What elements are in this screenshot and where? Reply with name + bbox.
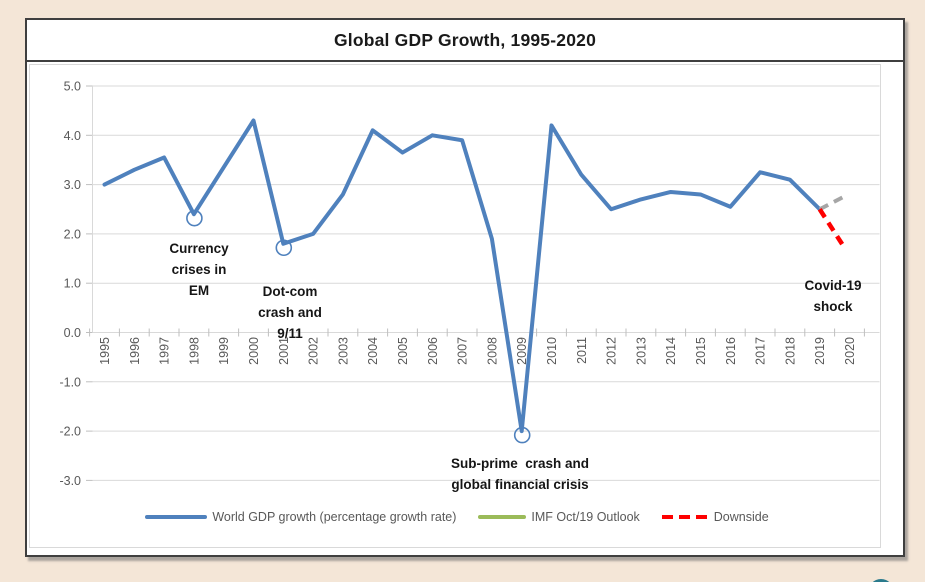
svg-text:1997: 1997 <box>158 337 172 365</box>
svg-text:2011: 2011 <box>575 337 589 364</box>
chart-title-bar: Global GDP Growth, 1995-2020 <box>27 20 903 62</box>
chart-title: Global GDP Growth, 1995-2020 <box>333 29 597 50</box>
svg-text:1.0: 1.0 <box>64 277 81 291</box>
svg-text:2005: 2005 <box>396 337 410 365</box>
svg-text:2007: 2007 <box>456 337 470 365</box>
legend-label-downside: Downside <box>713 510 769 524</box>
legend-label-imf-outlook: IMF Oct/19 Outlook <box>531 510 640 524</box>
teal-logo-circle <box>868 579 894 582</box>
legend-label-world-gdp: World GDP growth (percentage growth rate… <box>212 510 457 524</box>
annotation-covid-shock: Covid-19 shock <box>804 278 862 314</box>
svg-text:2019: 2019 <box>813 337 827 365</box>
legend-item-imf-outlook: IMF Oct/19 Outlook <box>478 510 640 524</box>
svg-text:2008: 2008 <box>485 337 499 365</box>
svg-text:3.0: 3.0 <box>64 178 81 192</box>
blue-line-swatch-icon <box>145 514 208 520</box>
svg-text:2006: 2006 <box>426 337 440 365</box>
gdp-line-chart: -3.0 -2.0 -1.0 0.0 1.0 2.0 3.0 4.0 5.0 1995 1996 19… <box>59 80 880 488</box>
svg-text:1998: 1998 <box>187 337 201 365</box>
svg-text:2018: 2018 <box>783 337 797 365</box>
svg-text:2012: 2012 <box>605 337 619 365</box>
svg-text:2002: 2002 <box>307 337 321 365</box>
svg-text:-3.0: -3.0 <box>59 474 81 488</box>
svg-text:2014: 2014 <box>664 337 678 365</box>
svg-text:2016: 2016 <box>724 337 738 365</box>
svg-text:2013: 2013 <box>634 337 648 365</box>
svg-text:2017: 2017 <box>754 337 768 365</box>
svg-text:2003: 2003 <box>336 337 350 365</box>
svg-text:1996: 1996 <box>128 337 142 365</box>
green-line-swatch-icon <box>478 514 527 520</box>
chart-plot-region: -3.0 -2.0 -1.0 0.0 1.0 2.0 3.0 4.0 5.0 1995 1996 19… <box>27 62 903 553</box>
annotation-dotcom-crash: Dot-com crash and 9/11 <box>258 284 322 341</box>
svg-text:2010: 2010 <box>545 337 559 365</box>
svg-text:5.0: 5.0 <box>64 80 81 94</box>
svg-text:2000: 2000 <box>247 337 261 365</box>
annotation-subprime-crash: Sub-prime crash and global financial cri… <box>450 456 590 492</box>
chart-legend: World GDP growth (percentage growth rate… <box>57 510 857 524</box>
svg-text:0.0: 0.0 <box>64 326 81 340</box>
svg-text:2015: 2015 <box>694 337 708 365</box>
legend-item-downside: Downside <box>661 510 769 524</box>
svg-text:2004: 2004 <box>366 337 380 365</box>
svg-text:1999: 1999 <box>217 337 231 365</box>
red-dashed-swatch-icon <box>661 514 709 520</box>
svg-text:2001: 2001 <box>277 337 291 365</box>
svg-text:1995: 1995 <box>98 337 112 365</box>
svg-text:2.0: 2.0 <box>64 227 81 241</box>
svg-text:-2.0: -2.0 <box>59 425 81 439</box>
legend-item-world-gdp: World GDP growth (percentage growth rate… <box>145 510 456 524</box>
svg-text:2009: 2009 <box>515 337 529 365</box>
chart-frame: Global GDP Growth, 1995-2020 -3.0 -2.0 -1.… <box>25 18 905 557</box>
svg-text:4.0: 4.0 <box>64 129 81 143</box>
annotation-currency-crises: Currency crises in EM <box>169 241 229 298</box>
svg-text:-1.0: -1.0 <box>59 375 81 389</box>
svg-text:2020: 2020 <box>843 337 857 365</box>
